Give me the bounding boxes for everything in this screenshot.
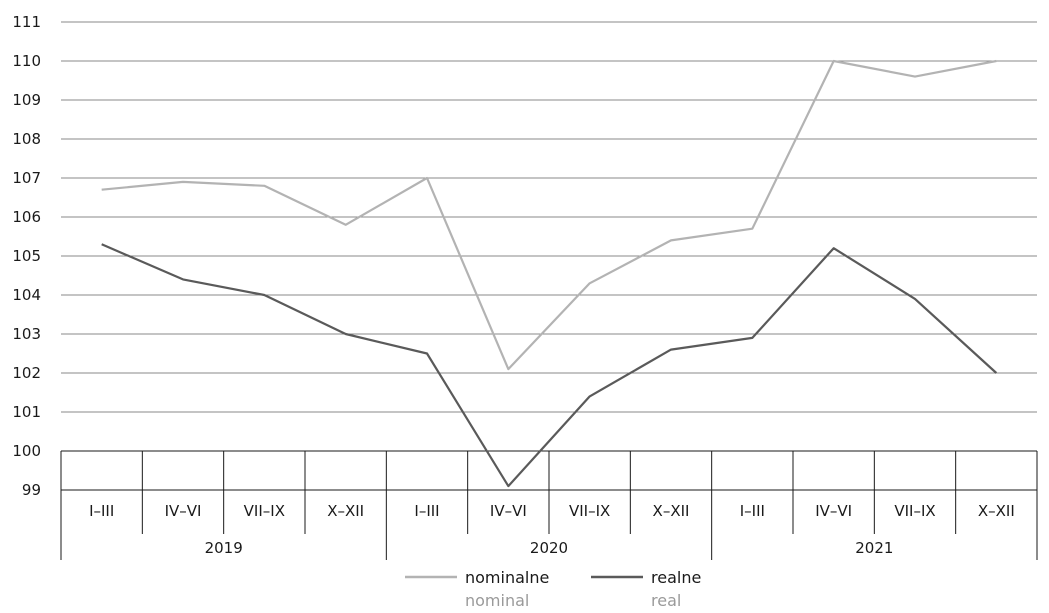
x-year-label-2021: 2021 [855, 539, 893, 557]
y-tick-label-107: 107 [12, 169, 41, 187]
y-tick-label-101: 101 [12, 403, 41, 421]
series-lines [101, 59, 998, 488]
x-year-label-2020: 2020 [530, 539, 568, 557]
x-category-label: I–III [740, 502, 765, 520]
series-line-realne [101, 243, 998, 488]
legend-sub-realne: real [651, 591, 681, 610]
legend: nominalne nominal realne real [405, 568, 701, 610]
x-axis: I–III IV–VI VII–IX X–XII I–III IV–VI VII–IX X–X… [60, 450, 1038, 560]
y-axis-tick-labels: 99 100 101 102 103 104 105 106 107 108 109 110 111 [12, 13, 41, 499]
y-tick-label-111: 111 [12, 13, 41, 31]
x-category-label: VII–IX [569, 502, 610, 520]
x-category-label: IV–VI [165, 502, 202, 520]
series-line-nominalne [101, 59, 997, 371]
x-category-label: I–III [414, 502, 439, 520]
y-tick-label-108: 108 [12, 130, 41, 148]
x-year-label-2019: 2019 [205, 539, 243, 557]
y-tick-label-102: 102 [12, 364, 41, 382]
x-category-label: X–XII [327, 502, 364, 520]
x-category-label: X–XII [978, 502, 1015, 520]
y-tick-label-103: 103 [12, 325, 41, 343]
y-tick-label-100: 100 [12, 442, 41, 460]
legend-sub-nominalne: nominal [465, 591, 529, 610]
legend-label-nominalne: nominalne [465, 568, 549, 587]
x-category-label: IV–VI [815, 502, 852, 520]
y-tick-label-106: 106 [12, 208, 41, 226]
x-category-label: IV–VI [490, 502, 527, 520]
y-tick-label-109: 109 [12, 91, 41, 109]
x-category-label: X–XII [653, 502, 690, 520]
x-category-label: VII–IX [894, 502, 935, 520]
x-category-label: VII–IX [244, 502, 285, 520]
legend-label-realne: realne [651, 568, 701, 587]
y-tick-label-110: 110 [12, 52, 41, 70]
y-tick-label-104: 104 [12, 286, 41, 304]
x-category-label: I–III [89, 502, 114, 520]
gridlines [61, 21, 1037, 452]
y-tick-label-105: 105 [12, 247, 41, 265]
y-tick-label-99: 99 [22, 481, 41, 499]
